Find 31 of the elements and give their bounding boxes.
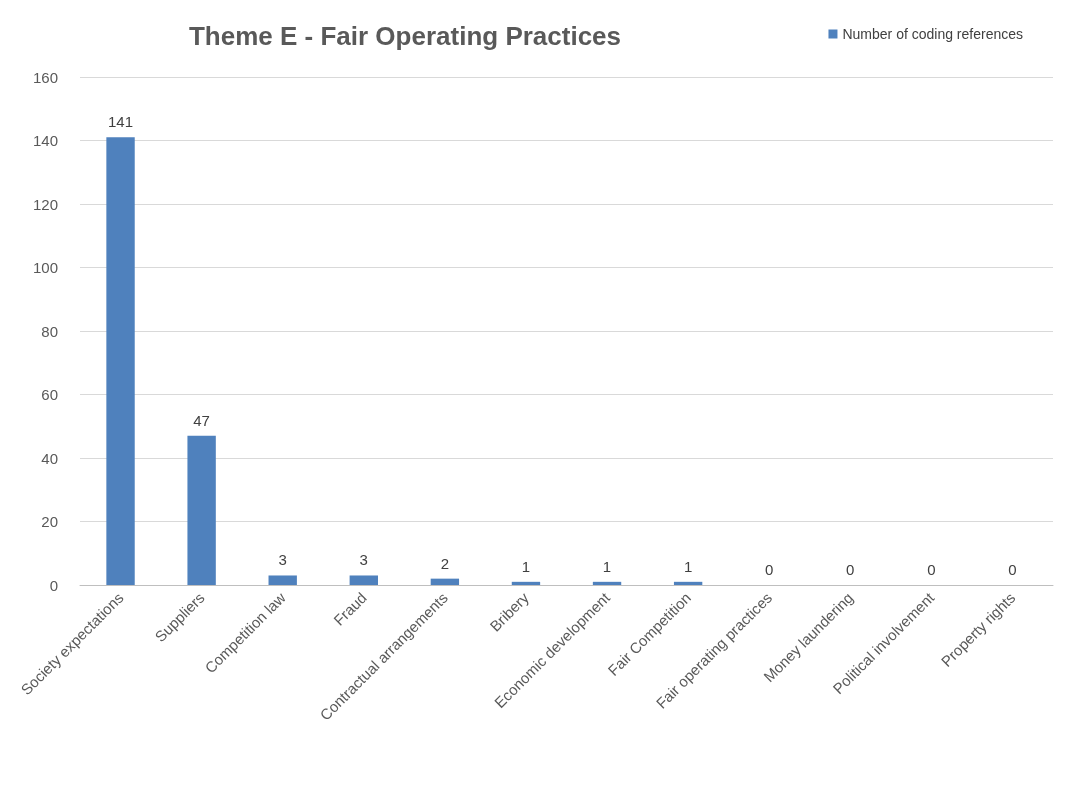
bar [268,575,297,585]
y-tick-label: 80 [41,322,58,340]
y-tick-label: 20 [41,513,58,530]
data-label: 1 [602,557,612,575]
legend-label: Number of coding references [842,26,1024,42]
data-label: 2 [440,554,450,572]
y-tick-label: 120 [32,195,58,213]
data-label: 1 [683,557,693,575]
bar [511,581,541,585]
bar [592,581,622,585]
bar [106,137,135,585]
data-label: 3 [278,551,287,569]
chart-title: Theme E - Fair Operating Practices [188,21,622,51]
data-label: 0 [765,561,774,578]
y-tick-label: 60 [41,386,58,403]
bar [349,575,378,585]
y-tick-label: 140 [32,132,58,149]
bar [673,581,703,585]
bar [187,435,216,585]
bar [430,578,460,585]
y-tick-label: 100 [32,259,58,276]
data-label: 1 [521,557,531,575]
data-label: 3 [359,551,368,569]
y-tick-label: 160 [32,68,58,86]
y-tick-label: 40 [41,449,58,467]
data-label: 0 [846,561,855,578]
data-label: 47 [193,411,210,429]
data-label: 141 [108,113,134,131]
data-label: 0 [1008,561,1017,578]
data-label: 0 [927,561,936,578]
y-tick-label: 0 [49,576,58,594]
